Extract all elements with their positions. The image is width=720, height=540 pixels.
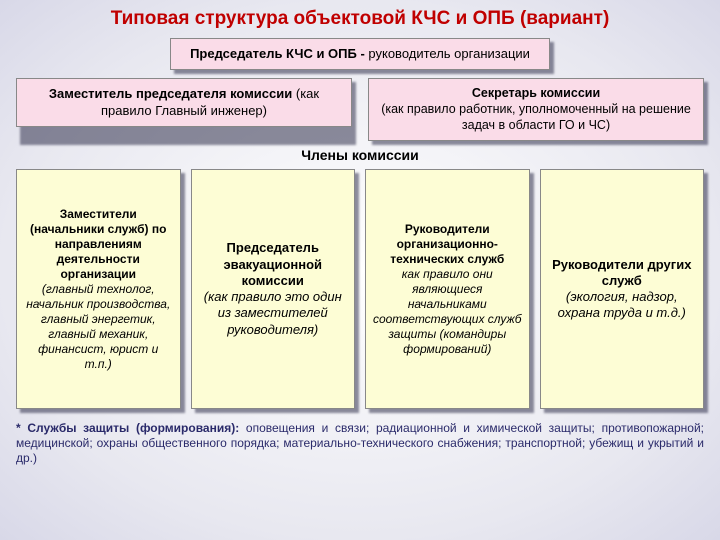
member-box-0: Заместители (начальники служб) по направ…: [16, 169, 181, 409]
member-1-italic: (как правило это один из заместителей ру…: [198, 289, 349, 338]
member-box-3: Руководители других служб (экология, над…: [540, 169, 705, 409]
secretary-bold: Секретарь комиссии: [472, 86, 600, 100]
member-1-bold: Председатель эвакуационной комиссии: [198, 240, 349, 289]
member-box-1: Председатель эвакуационной комиссии (как…: [191, 169, 356, 409]
member-2-bold: Руководители организационно-технических …: [372, 222, 523, 267]
diagram-title: Типовая структура объектовой КЧС и ОПБ (…: [16, 8, 704, 30]
member-box-2: Руководители организационно-технических …: [365, 169, 530, 409]
footnote-bold: * Службы защиты (формирования):: [16, 421, 246, 435]
secretary-rest: (как правило работник, уполномоченный на…: [381, 102, 691, 132]
row-chair: Председатель КЧС и ОПБ - руководитель ор…: [16, 38, 704, 70]
member-0-bold: Заместители (начальники служб) по направ…: [23, 207, 174, 282]
box-deputy: Заместитель председателя комиссии (как п…: [16, 78, 352, 141]
row-members: Заместители (начальники служб) по направ…: [16, 169, 704, 409]
members-label: Члены комиссии: [16, 147, 704, 163]
deputy-bold: Заместитель председателя комиссии: [49, 86, 296, 101]
chair-bold: Председатель КЧС и ОПБ -: [190, 46, 368, 61]
box-chair: Председатель КЧС и ОПБ - руководитель ор…: [170, 38, 550, 70]
row-deputy-secretary: Заместитель председателя комиссии (как п…: [16, 78, 704, 141]
box-secretary: Секретарь комиссии (как правило работник…: [368, 78, 704, 141]
member-0-italic: (главный технолог, начальник производств…: [23, 282, 174, 372]
member-2-italic: как правило они являющиеся начальниками …: [372, 267, 523, 357]
member-3-italic: (экология, надзор, охрана труда и т.д.): [547, 289, 698, 322]
member-3-bold: Руководители других служб: [547, 257, 698, 290]
footnote: * Службы защиты (формирования): оповещен…: [16, 421, 704, 466]
chair-rest: руководитель организации: [368, 46, 530, 61]
